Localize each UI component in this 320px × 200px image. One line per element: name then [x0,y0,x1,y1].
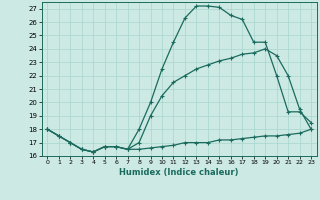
X-axis label: Humidex (Indice chaleur): Humidex (Indice chaleur) [119,168,239,177]
